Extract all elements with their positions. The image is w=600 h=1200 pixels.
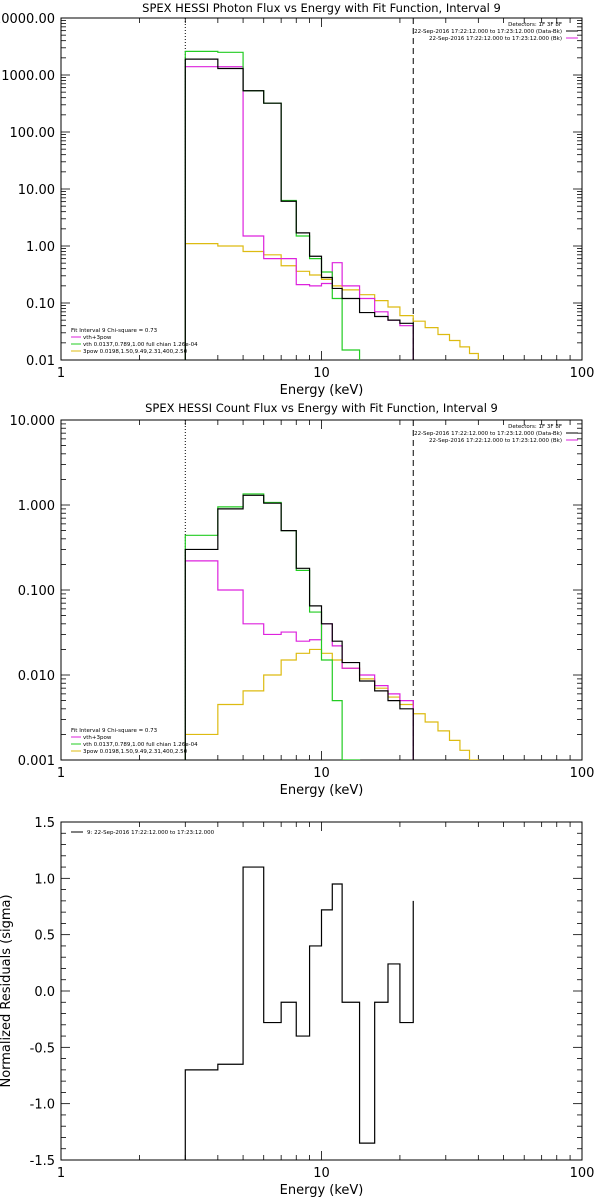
x-axis-label: Energy (keV) — [280, 1183, 364, 1198]
legend-entry: 9: 22-Sep-2016 17:22:12.000 to 17:23:12.… — [87, 830, 215, 836]
chart-panel-2: SPEX HESSI Count Flux vs Energy with Fit… — [10, 401, 595, 798]
fit-legend-entry: 3pow 0.0198,1.50,9.49,2.31,400,2.50 — [83, 749, 188, 755]
fit-legend-entry: 3pow 0.0198,1.50,9.49,2.31,400,2.50 — [83, 349, 188, 355]
y-tick-label: 10.000 — [10, 414, 56, 429]
y-tick-label: -0.5 — [30, 1041, 55, 1056]
series-yellow-histogram — [184, 243, 479, 360]
x-tick-label: 1 — [57, 1166, 65, 1181]
fit-legend-entry: vth 0.0137,0.789,1.00 full chian 1.26e-0… — [83, 342, 198, 348]
plot-frame — [60, 419, 583, 761]
y-tick-label: 1.5 — [34, 816, 55, 831]
chart-title: SPEX HESSI Count Flux vs Energy with Fit… — [145, 401, 498, 415]
series-green-histogram — [184, 50, 361, 360]
y-tick-label: 0.001 — [18, 754, 55, 769]
series-green-histogram — [184, 493, 361, 760]
x-tick-label: 1 — [57, 366, 65, 381]
series-magenta-histogram — [184, 560, 414, 760]
chart-panel-3: 1 10 100 -1.5 -1.0 -0.5 0.0 0.5 1.0 1.5 Energy (ke… — [0, 816, 594, 1198]
x-tick-label: 100 — [570, 766, 595, 781]
x-tick-label: 10 — [313, 366, 330, 381]
x-tick-label: 10 — [313, 766, 330, 781]
chart-title: SPEX HESSI Photon Flux vs Energy with Fi… — [142, 1, 501, 15]
y-tick-label: 1.00 — [26, 240, 55, 255]
y-tick-label: 1.0 — [34, 872, 55, 887]
y-tick-label: 10.00 — [18, 183, 55, 198]
fit-legend-entry: Fit Interval 9 Chi-square = 0.73 — [71, 728, 158, 734]
legend-entry: 22-Sep-2016 17:22:12.000 to 17:23:12.000… — [429, 438, 562, 444]
x-axis-label: Energy (keV) — [280, 783, 364, 798]
y-tick-label: 10000.00 — [0, 12, 55, 27]
y-tick-label: 0.5 — [34, 929, 55, 944]
y-tick-label: 0.010 — [18, 669, 55, 684]
series-black-histogram — [184, 866, 414, 1160]
y-tick-label: 0.0 — [34, 985, 55, 1000]
legend-entry: 22-Sep-2016 17:22:12.000 to 17:23:12.000… — [414, 29, 562, 35]
y-tick-label: 100.00 — [10, 126, 56, 141]
x-tick-label: 1 — [57, 766, 65, 781]
y-tick-label: 1.000 — [18, 499, 55, 514]
x-tick-label: 100 — [570, 1166, 595, 1181]
plot-frame — [60, 17, 583, 361]
fit-legend-entry: vth+3pow — [83, 335, 112, 341]
fit-legend-entry: vth 0.0137,0.789,1.00 full chian 1.26e-0… — [83, 742, 198, 748]
legend-entry: 22-Sep-2016 17:22:12.000 to 17:23:12.000… — [429, 36, 562, 42]
x-axis-label: Energy (keV) — [280, 383, 364, 398]
y-tick-label: -1.0 — [30, 1098, 55, 1113]
chart-panel-1: SPEX HESSI Photon Flux vs Energy with Fi… — [0, 1, 594, 398]
x-tick-label: 100 — [570, 366, 595, 381]
y-tick-label: 0.10 — [26, 297, 55, 312]
series-yellow-histogram — [184, 648, 479, 760]
fit-legend-entry: Fit Interval 9 Chi-square = 0.73 — [71, 328, 158, 334]
x-tick-label: 10 — [313, 1166, 330, 1181]
series-black-histogram — [184, 494, 414, 760]
y-axis-label: Normalized Residuals (sigma) — [0, 894, 14, 1087]
y-tick-label: 1000.00 — [1, 69, 55, 84]
legend-entry: Detectors: 1F 3F 8F — [508, 22, 562, 28]
plot-frame — [60, 821, 583, 1161]
y-tick-label: -1.5 — [30, 1154, 55, 1169]
series-black-histogram — [184, 58, 414, 360]
y-tick-label: 0.100 — [18, 584, 55, 599]
legend-entry: Detectors: 1F 3F 8F — [508, 424, 562, 430]
series-magenta-histogram — [184, 66, 414, 360]
fit-legend-entry: vth+3pow — [83, 735, 112, 741]
y-tick-label: 0.01 — [26, 354, 55, 369]
legend-entry: 22-Sep-2016 17:22:12.000 to 17:23:12.000… — [414, 431, 562, 437]
